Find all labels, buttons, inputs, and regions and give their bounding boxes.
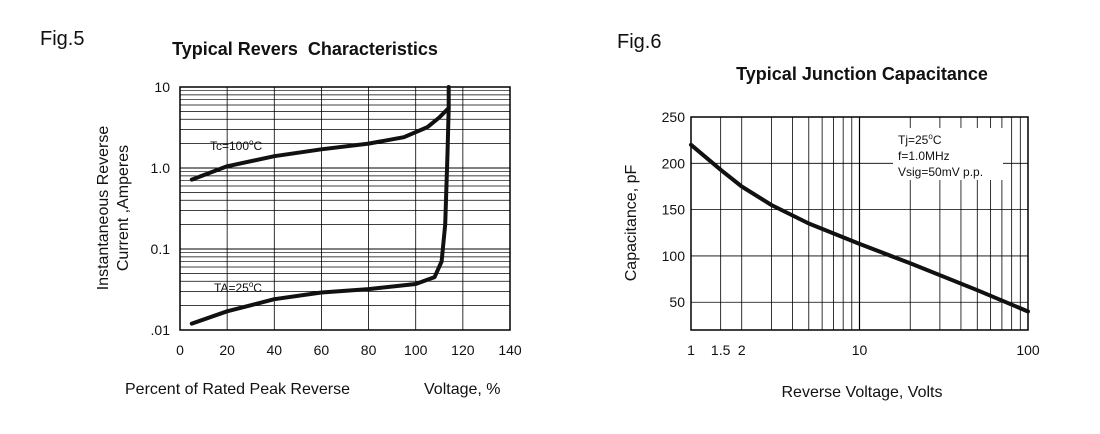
fig6-xlabel: Reverse Voltage, Volts — [782, 384, 943, 401]
fig5-x-tick-label: 40 — [266, 342, 282, 358]
fig6-annotation-vsig: Vsig=50mV p.p. — [898, 165, 983, 179]
fig6-x-ticks: 1 1.5 2 10 100 — [687, 342, 1040, 358]
fig6-y-tick-label: 150 — [662, 202, 686, 218]
fig5-ylabel-line1: Instantaneous Reverse — [95, 126, 112, 291]
fig5-tc100-unit: C — [253, 139, 262, 153]
fig5-line-tc100 — [189, 85, 451, 182]
fig5-series — [189, 85, 451, 326]
fig5-ta25-text: TA=25 — [214, 281, 249, 295]
fig5-x-tick-label: 60 — [314, 342, 330, 358]
fig5-x-tick-label: 20 — [219, 342, 235, 358]
fig6-x-tick-label: 100 — [1016, 342, 1040, 358]
fig6-line-capacitance — [689, 142, 1030, 314]
fig5-series-label-tc100: Tc=100oC — [210, 138, 262, 153]
fig5-x-tick-label: 100 — [404, 342, 428, 358]
fig5-ta25-sup: o — [249, 280, 254, 289]
fig5-y-tick-label: 10 — [154, 79, 170, 95]
fig6-x-tick-label: 1 — [687, 342, 695, 358]
fig6-annotation-box — [893, 128, 1003, 180]
fig5-title: Typical Revers Characteristics — [172, 39, 438, 59]
fig6-y-tick-label: 50 — [669, 294, 685, 310]
fig5-y-tick-label: .01 — [151, 322, 171, 338]
fig6-ylabel: Capacitance, pF — [623, 165, 640, 282]
fig5-y-ticks: 10 1.0 0.1 .01 — [151, 79, 171, 338]
fig5-plot-frame — [179, 86, 511, 331]
fig5-ylabel-line2: Current ,Amperes — [115, 145, 132, 271]
svg-text:TA=25oC: TA=25oC — [214, 280, 262, 295]
fig6-y-ticks: 250 200 150 100 50 — [662, 109, 686, 310]
fig5-gridlines — [180, 87, 510, 330]
fig6-x-tick-label: 1.5 — [711, 342, 731, 358]
fig5-series-label-ta25: TA=25oC — [214, 280, 262, 295]
fig5-tc100-sup: o — [249, 138, 254, 147]
fig5-y-tick-label: 1.0 — [151, 160, 171, 176]
fig6-plot-frame — [690, 116, 1029, 331]
fig6-series — [689, 142, 1030, 314]
fig5-line-ta25 — [189, 106, 451, 326]
fig6-label: Fig.6 — [617, 31, 661, 53]
fig6-y-tick-label: 250 — [662, 109, 686, 125]
fig5-ta25-unit: C — [253, 281, 262, 295]
fig5-chart: Fig.5 Typical Revers Characteristics 0 20… — [40, 28, 522, 398]
fig5-xlabel-left: Percent of Rated Peak Reverse — [125, 381, 350, 398]
fig6-x-tick-label: 2 — [738, 342, 746, 358]
fig5-xlabel-right: Voltage, % — [424, 381, 501, 398]
fig6-annotation-f: f=1.0MHz — [898, 149, 950, 163]
fig5-y-tick-label: 0.1 — [151, 241, 171, 257]
fig5-x-ticks: 0 20 40 60 80 100 120 140 — [176, 342, 522, 358]
fig6-title: Typical Junction Capacitance — [736, 64, 988, 84]
fig6-chart: Fig.6 Typical Junction Capacitance 1 1.5 2… — [617, 31, 1040, 401]
fig5-x-tick-label: 120 — [451, 342, 475, 358]
fig5-x-tick-label: 0 — [176, 342, 184, 358]
fig6-y-tick-label: 100 — [662, 248, 686, 264]
svg-text:Tc=100oC: Tc=100oC — [210, 138, 262, 153]
fig6-x-tick-label: 10 — [852, 342, 868, 358]
fig5-tc100-text: Tc=100 — [210, 139, 249, 153]
fig5-x-tick-label: 80 — [361, 342, 377, 358]
fig5-x-tick-label: 140 — [498, 342, 522, 358]
fig6-y-tick-label: 200 — [662, 155, 686, 171]
fig5-label: Fig.5 — [40, 28, 84, 50]
fig6-annotation-tj: Tj=25oC — [898, 132, 942, 147]
